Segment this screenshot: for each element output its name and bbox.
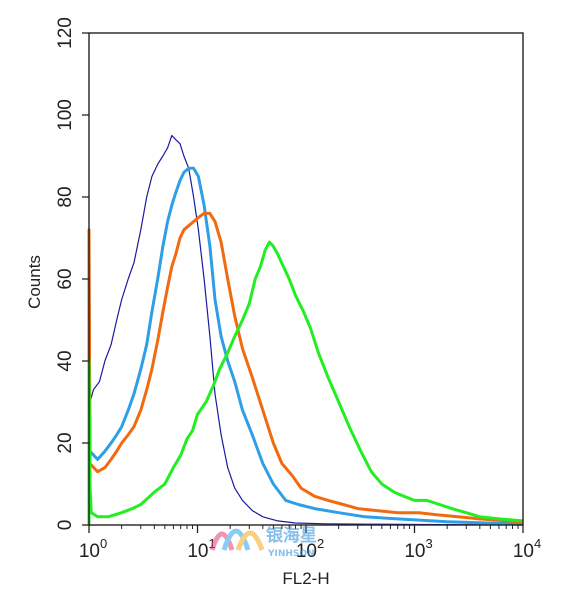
y-tick-label: 40 bbox=[55, 350, 76, 371]
y-tick-label: 0 bbox=[55, 520, 76, 531]
x-tick-label: 100 bbox=[79, 536, 107, 562]
y-tick-label: 120 bbox=[55, 17, 76, 49]
series-line-4 bbox=[87, 240, 524, 525]
x-tick-label: 104 bbox=[513, 536, 541, 562]
y-tick-label: 60 bbox=[55, 268, 76, 289]
x-axis-title: FL2-H bbox=[282, 569, 329, 588]
x-tick-label: 103 bbox=[404, 536, 432, 562]
watermark: 银海星 YINHSON bbox=[209, 525, 317, 559]
y-tick-label: 100 bbox=[55, 99, 76, 131]
series-line-1 bbox=[88, 134, 524, 526]
series-layer bbox=[87, 134, 524, 526]
watermark-text: 银海星 bbox=[266, 525, 317, 546]
y-tick-label: 80 bbox=[55, 186, 76, 207]
y-axis-title: Counts bbox=[25, 255, 44, 309]
watermark-logo-icon bbox=[209, 528, 265, 551]
series-line-2 bbox=[87, 166, 524, 526]
plot-frame bbox=[88, 32, 524, 526]
watermark-subtext: YINHSON bbox=[267, 549, 315, 559]
series-line-3 bbox=[87, 211, 524, 525]
x-tick-label: 102 bbox=[296, 536, 324, 562]
y-axis: 0 20 40 60 80 100 120 bbox=[55, 17, 89, 530]
y-tick-label: 20 bbox=[55, 432, 76, 453]
